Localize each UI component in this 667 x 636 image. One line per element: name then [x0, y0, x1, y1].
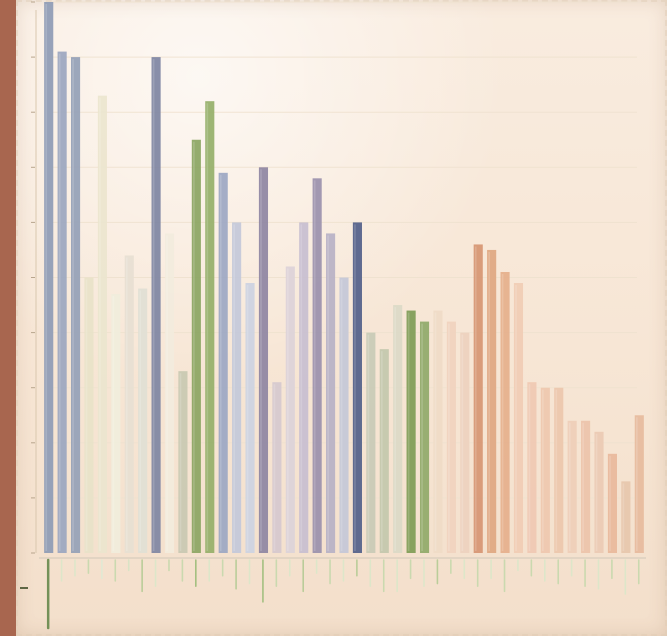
bar-27 [393, 305, 403, 553]
bar-40 [567, 420, 577, 553]
bar-38 [540, 387, 550, 553]
bar-highlight-39 [555, 389, 558, 551]
bar-8 [138, 288, 148, 553]
bar-13 [205, 101, 215, 554]
bar-18 [272, 382, 282, 553]
bar-21 [312, 178, 322, 553]
bar-highlight-14 [219, 174, 222, 551]
bar-highlight-27 [394, 307, 397, 551]
paper-border [16, 0, 667, 636]
bar-17 [258, 167, 269, 554]
bar-24 [352, 222, 362, 553]
bar-45 [634, 415, 644, 553]
bar-highlight-33 [474, 246, 477, 551]
bar-highlight-16 [246, 285, 249, 551]
bar-highlight-42 [595, 433, 598, 551]
bar-highlight-21 [313, 180, 316, 551]
bar-15 [232, 222, 242, 553]
bar-highlight-9 [152, 59, 155, 551]
bar-22 [326, 233, 336, 554]
bar-highlight-3 [72, 59, 74, 551]
bar-25 [366, 332, 376, 553]
bar-highlight-13 [206, 103, 209, 552]
bar-5 [97, 95, 107, 554]
bar-1 [44, 2, 54, 553]
bar-highlight-35 [501, 273, 504, 551]
bar-7 [124, 255, 134, 553]
bar-32 [460, 332, 470, 553]
bar-highlight-43 [609, 455, 611, 551]
bar-highlight-45 [636, 417, 638, 551]
bar-16 [245, 283, 255, 553]
bar-19 [285, 266, 295, 553]
bar-26 [379, 349, 389, 553]
bar-highlight-19 [287, 268, 289, 551]
bar-highlight-20 [300, 224, 303, 551]
bar-highlight-4 [85, 279, 88, 551]
bar-35 [500, 271, 510, 553]
bar-28 [406, 310, 416, 553]
bar-highlight-37 [528, 384, 531, 551]
bar-10 [164, 233, 175, 554]
bar-highlight-38 [542, 389, 544, 551]
bar-29 [419, 321, 430, 553]
bar-41 [581, 420, 591, 553]
bar-highlight-15 [233, 224, 235, 551]
bar-44 [621, 481, 631, 553]
bar-highlight-29 [421, 323, 423, 551]
bar-highlight-7 [125, 257, 128, 551]
bar-37 [527, 382, 537, 553]
bar-highlight-23 [340, 279, 343, 551]
bar-highlight-31 [448, 323, 450, 551]
bar-highlight-22 [327, 235, 329, 552]
bar-30 [433, 310, 443, 553]
bar-34 [487, 249, 497, 553]
bar-4 [84, 277, 94, 553]
bar-highlight-5 [99, 97, 101, 552]
bar-23 [339, 277, 349, 553]
bar-highlight-40 [568, 422, 571, 551]
bar-highlight-12 [193, 141, 195, 551]
bar-12 [191, 139, 201, 553]
bar-highlight-18 [273, 384, 276, 551]
bar-6 [111, 294, 121, 553]
bar-2 [57, 51, 67, 554]
bar-31 [446, 321, 456, 553]
bar-highlight-34 [488, 251, 491, 551]
bar-highlight-10 [166, 235, 168, 552]
bar-20 [299, 222, 309, 553]
bar-14 [218, 172, 228, 553]
bar-highlight-28 [407, 312, 410, 551]
bar-36 [513, 283, 524, 553]
bar-highlight-32 [461, 334, 464, 551]
bar-39 [554, 387, 564, 553]
bar-highlight-41 [582, 422, 584, 551]
bar-highlight-2 [58, 53, 61, 552]
bar-highlight-44 [622, 483, 625, 551]
bar-43 [607, 453, 618, 553]
bar-highlight-11 [179, 373, 182, 551]
bar-33 [473, 244, 483, 553]
bar-highlight-17 [260, 169, 262, 552]
bar-highlight-30 [434, 312, 437, 551]
bar-9 [151, 57, 161, 553]
bar-11 [178, 371, 188, 553]
bar-highlight-26 [380, 351, 383, 551]
bar-highlight-1 [45, 4, 48, 551]
bar-highlight-36 [515, 285, 517, 551]
bar-highlight-25 [367, 334, 370, 551]
bar-highlight-6 [112, 296, 115, 551]
bar-3 [70, 57, 81, 553]
bar-highlight-24 [354, 224, 356, 551]
bar-highlight-8 [139, 290, 142, 551]
bar-42 [594, 431, 604, 553]
